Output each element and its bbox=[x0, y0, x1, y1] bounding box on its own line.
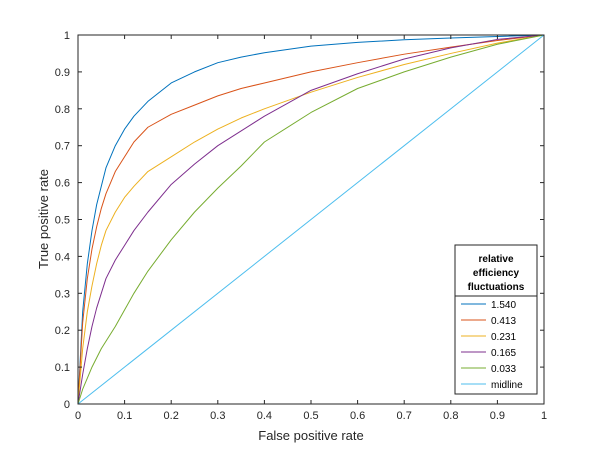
y-tick-label: 0.2 bbox=[55, 325, 70, 337]
x-tick-label: 0.8 bbox=[443, 410, 458, 422]
series-line-0 bbox=[77, 34, 545, 405]
legend: relative efficiency fluctuations 1.540 0.… bbox=[454, 244, 538, 395]
y-tick-label: 0 bbox=[64, 399, 70, 411]
x-tick-label: 0.5 bbox=[303, 410, 318, 422]
x-tick-label: 0.1 bbox=[117, 410, 132, 422]
series-line-1 bbox=[77, 34, 545, 405]
legend-title-line-2: efficiency bbox=[473, 268, 520, 279]
y-tick-label: 0.8 bbox=[55, 104, 70, 116]
legend-title-line-3: fluctuations bbox=[468, 282, 525, 293]
y-tick-label: 0.5 bbox=[55, 215, 70, 227]
x-tick-label: 0.9 bbox=[490, 410, 505, 422]
x-tick-label: 0.7 bbox=[397, 410, 412, 422]
legend-label-0: 1.540 bbox=[491, 300, 516, 311]
y-tick-label: 0.1 bbox=[55, 362, 70, 374]
y-tick-label: 1 bbox=[64, 30, 70, 42]
x-axis-ticks: 0 0.1 0.2 0.3 0.4 0.5 0.6 0.7 0.8 0.9 1 bbox=[75, 35, 547, 422]
legend-title-line-1: relative bbox=[478, 254, 513, 265]
x-axis-label: False positive rate bbox=[258, 428, 364, 443]
series-layer bbox=[77, 34, 545, 405]
series-line-4 bbox=[77, 34, 545, 405]
legend-label-3: 0.165 bbox=[491, 348, 516, 359]
x-tick-label: 0.4 bbox=[257, 410, 272, 422]
legend-label-4: 0.033 bbox=[491, 364, 516, 375]
legend-label-2: 0.231 bbox=[491, 332, 516, 343]
legend-entries: 1.540 0.413 0.231 0.165 0.033 midline bbox=[461, 300, 523, 391]
legend-label-1: 0.413 bbox=[491, 316, 516, 327]
y-tick-label: 0.6 bbox=[55, 178, 70, 190]
x-tick-label: 0.6 bbox=[350, 410, 365, 422]
y-axis-label: True positive rate bbox=[36, 169, 51, 269]
x-tick-label: 0 bbox=[75, 410, 81, 422]
legend-label-5: midline bbox=[491, 380, 523, 391]
y-tick-label: 0.3 bbox=[55, 288, 70, 300]
y-tick-label: 0.9 bbox=[55, 67, 70, 79]
x-tick-label: 0.2 bbox=[164, 410, 179, 422]
x-tick-label: 0.3 bbox=[210, 410, 225, 422]
series-line-2 bbox=[77, 34, 545, 405]
series-line-3 bbox=[77, 34, 545, 405]
y-axis-ticks: 0 0.1 0.2 0.3 0.4 0.5 0.6 0.7 0.8 0.9 1 bbox=[55, 30, 544, 411]
y-tick-label: 0.7 bbox=[55, 141, 70, 153]
x-tick-label: 1 bbox=[541, 410, 547, 422]
y-tick-label: 0.4 bbox=[55, 251, 70, 263]
series-line-5 bbox=[77, 34, 545, 405]
